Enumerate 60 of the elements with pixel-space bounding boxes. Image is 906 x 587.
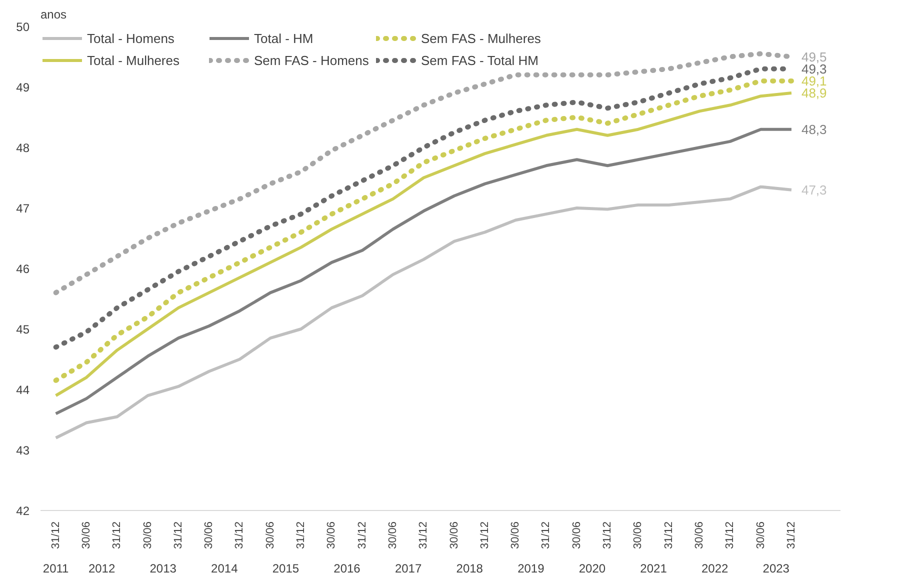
data-label: 48,9: [801, 86, 827, 101]
x-tick-label: 31/12: [295, 521, 308, 550]
legend-label: Sem FAS - Mulheres: [421, 30, 541, 46]
data-label: 49,5: [801, 49, 827, 64]
y-tick-label: 42: [16, 504, 30, 518]
x-tick-label: 31/12: [234, 521, 246, 550]
text: 2015: [272, 562, 300, 576]
data-label: 48,3: [801, 122, 827, 137]
x-tick-label: 31/12: [662, 521, 675, 550]
y-tick-label: 45: [16, 322, 30, 336]
x-tick-label: 31/12: [602, 521, 614, 550]
text: 2018: [456, 562, 484, 576]
x-tick-label: 30/06: [386, 521, 399, 550]
y-tick-label: 50: [16, 20, 30, 34]
text: 2022: [701, 562, 729, 576]
x-tick-label: 30/06: [326, 521, 338, 550]
text: 2014: [211, 562, 238, 576]
x-tick-label: 30/06: [264, 521, 276, 550]
legend-label: Total - Homens: [87, 30, 176, 46]
x-tick-label: 30/06: [632, 521, 644, 550]
x-tick-label: 31/12: [724, 521, 736, 550]
legend-label: Sem FAS - Total HM: [421, 52, 540, 68]
x-tick-label: 31/12: [540, 521, 552, 550]
x-tick-label: 30/06: [570, 521, 583, 550]
x-tick-label: 31/12: [478, 521, 491, 550]
y-tick-label: 49: [16, 80, 30, 94]
x-tick-label: 31/12: [172, 521, 184, 550]
y-tick-label: 48: [16, 141, 30, 155]
x-tick-label: 31/12: [785, 521, 798, 550]
y-tick-label: 47: [16, 202, 30, 216]
line-series: [54, 128, 793, 416]
text: 2019: [518, 562, 545, 576]
x-tick-label: 31/12: [356, 521, 368, 550]
legend-label: Total - Mulheres: [87, 52, 180, 68]
y-tick-label: 43: [16, 444, 30, 458]
x-tick-label: 30/06: [448, 521, 460, 550]
x-tick-label: 31/12: [111, 521, 124, 550]
x-tick-label: 30/06: [203, 521, 216, 550]
text: 2021: [640, 562, 668, 576]
x-tick-label: 30/06: [80, 521, 92, 550]
legend-label: Sem FAS - Homens: [254, 52, 370, 68]
x-tick-label: 30/06: [510, 521, 522, 550]
text: 2011: [42, 562, 70, 576]
text: 2013: [150, 562, 177, 576]
text: 2012: [88, 562, 116, 576]
text: 2017: [394, 562, 422, 576]
x-tick-label: 31/12: [418, 521, 430, 550]
text: 2016: [334, 562, 361, 576]
y-axis-title: anos: [40, 8, 67, 22]
x-tick-label: 31/12: [50, 521, 62, 550]
line-series: [54, 185, 793, 440]
x-tick-label: 30/06: [694, 521, 706, 550]
legend-label: Total - HM: [254, 30, 314, 46]
text: 2023: [762, 562, 790, 576]
y-tick-label: 44: [16, 383, 30, 397]
x-tick-label: 30/06: [754, 521, 767, 550]
data-label: 47,3: [801, 182, 827, 198]
text: 2020: [578, 562, 606, 576]
x-tick-label: 30/06: [142, 521, 154, 550]
y-tick-label: 46: [16, 262, 30, 276]
